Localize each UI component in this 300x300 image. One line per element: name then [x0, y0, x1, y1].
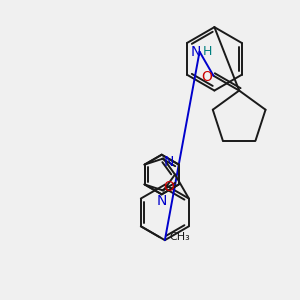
- Text: N: N: [157, 194, 167, 208]
- Text: O: O: [201, 70, 212, 84]
- Text: N: N: [163, 155, 173, 170]
- Text: CH₃: CH₃: [169, 232, 190, 242]
- Text: H: H: [203, 45, 212, 58]
- Text: N: N: [190, 45, 201, 59]
- Text: O: O: [163, 180, 174, 194]
